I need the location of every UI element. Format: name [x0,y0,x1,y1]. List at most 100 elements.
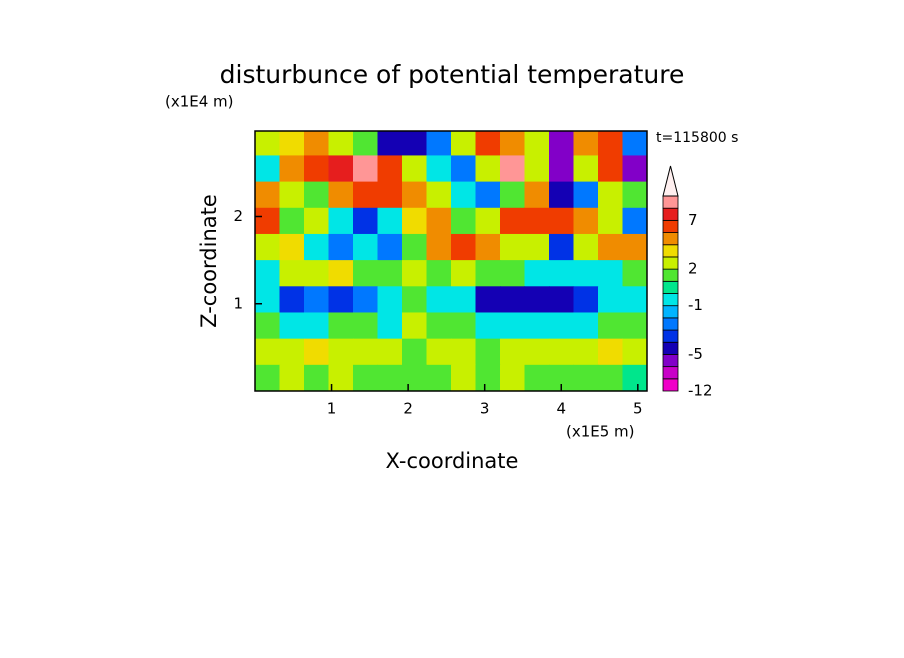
colorbar-box [662,341,679,355]
y-unit: (x1E4 m) [165,93,234,111]
contour-cell [426,364,452,391]
contour-cell [377,155,403,183]
contour-cell [500,207,526,235]
contour-cell [255,181,281,209]
contour-cell [573,364,599,391]
x-tick-label: 2 [403,400,413,418]
contour-cell [524,260,550,287]
contour-cell [475,131,501,157]
contour-cell [573,131,599,157]
contour-cell [573,338,599,366]
contour-cell [353,260,379,287]
contour-cell [622,155,647,183]
contour-cell [598,286,624,314]
contour-cell [451,286,477,314]
y-axis-label: Z-coordinate [197,194,221,328]
contour-cell [622,260,647,287]
contour-cell [451,364,477,391]
contour-cell [598,312,624,340]
contour-cell [549,286,575,314]
contour-cell [353,181,379,209]
colorbar-box [662,219,679,233]
contour-cell [598,338,624,366]
contour-cell [402,364,428,391]
colorbar-box [662,256,679,270]
contour-cell [426,286,452,314]
contour-cell [500,131,526,157]
contour-cell [598,364,624,391]
contour-cell [402,312,428,340]
contour-cell [524,155,550,183]
contour-cell [500,181,526,209]
contour-cell [524,286,550,314]
contour-cell [279,312,305,340]
contour-cell [328,181,354,209]
contour-cell [549,207,575,235]
colorbar-label: -12 [688,382,713,400]
contour-cell [353,233,379,261]
contour-cell [622,364,647,391]
contour-cell [402,233,428,261]
contour-cell [255,233,281,261]
contour-cell [377,364,403,391]
contour-cell [573,312,599,340]
contour-cell [304,260,330,287]
contour-cell [426,233,452,261]
contour-cell [255,260,281,287]
contour-cell [475,286,501,314]
contour-cell [377,338,403,366]
contour-cell [451,181,477,209]
contour-cell [304,131,330,157]
contour-cell [451,131,477,157]
colorbar-box [662,354,679,368]
contour-cell [328,155,354,183]
contour-cell [353,207,379,235]
contour-cell [255,207,281,235]
contour-cell [426,312,452,340]
contour-cell [598,155,624,183]
contour-cell [524,131,550,157]
contour-cell [549,155,575,183]
contour-cell [353,155,379,183]
colorbar-box [662,293,679,307]
colorbar-extension [662,165,679,197]
contour-cell [402,338,428,366]
contour-cell [402,181,428,209]
contour-cell [451,338,477,366]
contour-cell [304,312,330,340]
contour-cell [622,207,647,235]
contour-cell [402,131,428,157]
contour-cell [402,207,428,235]
x-axis-label: X-coordinate [386,449,519,473]
colorbar-box [662,244,679,258]
contour-cell [279,131,305,157]
colorbar-label: 7 [688,211,698,229]
contour-cell [549,338,575,366]
contour-cell [304,286,330,314]
contour-cell [279,338,305,366]
contour-cell [426,207,452,235]
contour-cell [304,207,330,235]
contour-cell [622,286,647,314]
contour-cell [328,364,354,391]
contour-cell [279,364,305,391]
contour-cell [255,364,281,391]
contour-cell [255,312,281,340]
y-tick-label: 2 [233,207,243,225]
contour-cell [304,338,330,366]
contour-cell [328,260,354,287]
contour-cell [573,286,599,314]
contour-cell [500,155,526,183]
contour-cell [622,131,647,157]
contour-cell [475,207,501,235]
contour-cell [279,207,305,235]
colorbar-box [662,232,679,246]
contour-cell [328,233,354,261]
contour-cell [475,155,501,183]
x-tick-label: 5 [633,400,643,418]
contour-cell [426,131,452,157]
colorbar-box [662,280,679,294]
contour-cell [451,233,477,261]
contour-cell [279,233,305,261]
